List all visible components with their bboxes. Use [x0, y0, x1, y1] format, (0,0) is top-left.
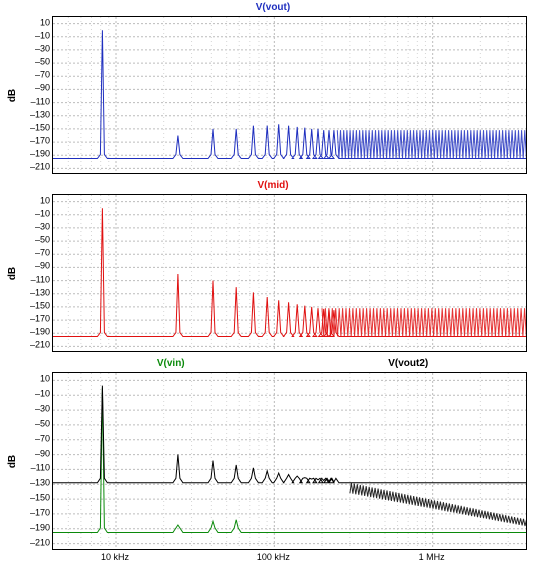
y-tick-label: –130 — [22, 110, 50, 119]
y-tick-label: –50 — [22, 58, 50, 67]
y-tick-label: –70 — [22, 71, 50, 80]
y-tick-label: –10 — [22, 390, 50, 399]
y-tick-label: –30 — [22, 44, 50, 53]
plot-svg — [53, 17, 527, 174]
spectrum-panel: V(vout) dB 10 –10 –30 –50 –70 –90 –110 –130 –150 –1… — [0, 2, 546, 177]
y-tick-label: –150 — [22, 123, 50, 132]
y-tick-label: –50 — [22, 419, 50, 428]
y-tick-label: –190 — [22, 328, 50, 337]
plot-svg — [53, 195, 527, 352]
y-tick-label: –30 — [22, 405, 50, 414]
spectrum-panel: V(vin)V(vout2) dB 10 –10 –30 –50 –70 –90 –110 –13… — [0, 358, 546, 563]
y-tick-label: –90 — [22, 449, 50, 458]
trace-label: V(vout2) — [290, 358, 528, 369]
y-tick-labels: 10 –10 –30 –50 –70 –90 –110 –130 –150 –170 –190 –21… — [20, 16, 50, 174]
spectrum-panel: V(mid) dB 10 –10 –30 –50 –70 –90 –110 –130 –150 –17… — [0, 180, 546, 355]
y-tick-label: –10 — [22, 209, 50, 218]
y-tick-label: –30 — [22, 222, 50, 231]
plot-area — [52, 16, 527, 174]
y-tick-label: –90 — [22, 84, 50, 93]
trace-label: V(vout) — [256, 2, 290, 16]
y-tick-label: –190 — [22, 523, 50, 532]
x-tick-label: 10 kHz — [101, 552, 129, 562]
plot-area: 10 kHz100 kHz1 MHz — [52, 372, 527, 550]
y-tick-label: –110 — [22, 275, 50, 284]
plot-area — [52, 194, 527, 352]
y-tick-labels: 10 –10 –30 –50 –70 –90 –110 –130 –150 –170 –190 –21… — [20, 194, 50, 352]
y-tick-label: –210 — [22, 341, 50, 350]
y-tick-label: 10 — [22, 18, 50, 27]
x-tick-label: 100 kHz — [257, 552, 290, 562]
plot-box — [52, 16, 527, 174]
y-axis-label: dB — [6, 16, 20, 174]
y-tick-label: –70 — [22, 249, 50, 258]
y-tick-label: –50 — [22, 236, 50, 245]
y-tick-label: –130 — [22, 288, 50, 297]
panel-title-row: V(vout) — [0, 2, 546, 16]
y-tick-label: –110 — [22, 464, 50, 473]
y-tick-labels: 10 –10 –30 –50 –70 –90 –110 –130 –150 –170 –190 –21… — [20, 372, 50, 550]
plot-box — [52, 372, 527, 550]
y-axis-label-text: dB — [8, 454, 19, 467]
y-tick-label: –210 — [22, 163, 50, 172]
y-tick-label: –130 — [22, 479, 50, 488]
plot-svg — [53, 373, 527, 550]
plot-box — [52, 194, 527, 352]
trace-label: V(vin) — [52, 358, 290, 369]
y-tick-label: 10 — [22, 196, 50, 205]
y-tick-label: –70 — [22, 434, 50, 443]
y-tick-label: –90 — [22, 262, 50, 271]
panel-title-row: V(mid) — [0, 180, 546, 194]
y-axis-label: dB — [6, 194, 20, 352]
y-tick-label: –210 — [22, 538, 50, 547]
trace-label: V(mid) — [257, 180, 288, 194]
y-tick-label: –170 — [22, 137, 50, 146]
y-tick-label: –190 — [22, 150, 50, 159]
y-axis-label-text: dB — [8, 266, 19, 279]
panel-title-row: V(vin)V(vout2) — [0, 358, 546, 372]
y-tick-label: –150 — [22, 301, 50, 310]
y-tick-label: –170 — [22, 508, 50, 517]
y-axis-label-text: dB — [8, 88, 19, 101]
y-axis-label: dB — [6, 372, 20, 550]
y-tick-label: –170 — [22, 315, 50, 324]
x-tick-label: 1 MHz — [419, 552, 445, 562]
y-tick-label: –110 — [22, 97, 50, 106]
y-tick-label: –150 — [22, 494, 50, 503]
y-tick-label: 10 — [22, 375, 50, 384]
y-tick-label: –10 — [22, 31, 50, 40]
